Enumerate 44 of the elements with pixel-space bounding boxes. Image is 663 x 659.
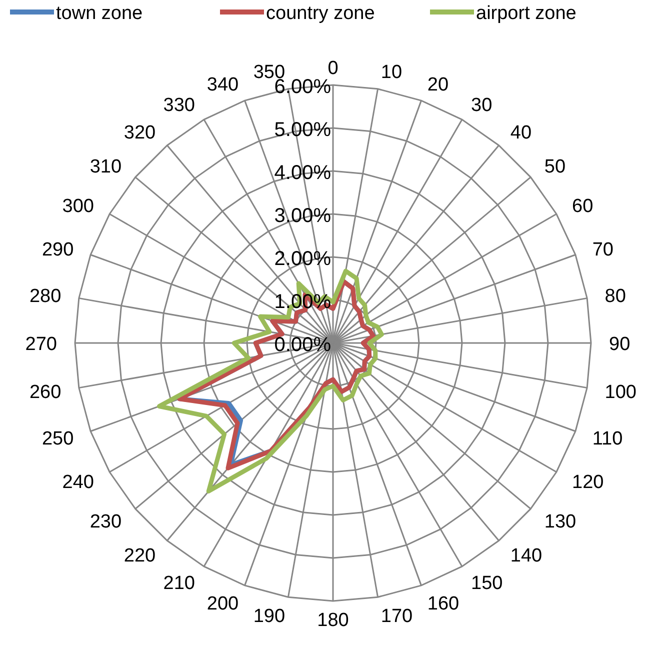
spoke-label: 320	[124, 122, 156, 144]
spoke-label: 300	[62, 196, 94, 217]
y-tick-label: 3.00%	[274, 205, 332, 227]
spoke-label: 170	[380, 606, 413, 627]
spoke-label: 250	[42, 428, 74, 450]
spoke-label: 50	[544, 156, 566, 178]
y-tick-label: 4.00%	[274, 162, 332, 184]
spoke-label: 340	[206, 74, 239, 96]
spoke-label: 150	[471, 573, 503, 594]
spoke-label: 180	[317, 610, 349, 631]
spoke-label: 60	[572, 196, 594, 217]
spoke-label: 70	[592, 240, 614, 261]
spoke-label: 260	[29, 382, 62, 403]
spoke-label: 310	[90, 156, 122, 178]
spoke-label: 90	[609, 334, 630, 355]
spoke-label: 230	[90, 511, 122, 532]
legend-label: airport zone	[476, 3, 576, 24]
spoke-label: 220	[124, 545, 156, 566]
spoke-label: 40	[510, 122, 532, 144]
spoke-label: 290	[42, 240, 74, 261]
spoke-label: 160	[427, 593, 460, 614]
spoke-label: 20	[427, 74, 449, 96]
y-tick-label: 0.00%	[274, 334, 332, 356]
spoke-label: 120	[572, 472, 604, 493]
spoke-label: 270	[25, 334, 57, 355]
spoke-label: 190	[253, 606, 286, 627]
spoke-label: 130	[544, 511, 576, 532]
y-tick-label: 1.00%	[274, 291, 332, 313]
y-tick-label: 5.00%	[274, 119, 332, 141]
y-tick-label: 2.00%	[274, 248, 332, 270]
spoke-label: 110	[592, 428, 623, 450]
spoke-label: 140	[510, 545, 542, 566]
spoke-label: 80	[604, 286, 626, 308]
legend-label: town zone	[56, 3, 143, 24]
spoke-label: 0	[328, 58, 338, 79]
spoke-label: 10	[380, 62, 402, 84]
spoke-label: 330	[163, 94, 195, 116]
spoke-label: 30	[471, 94, 492, 116]
spoke-label: 280	[29, 286, 62, 308]
spoke-label: 100	[604, 382, 637, 403]
spoke-label: 210	[163, 573, 195, 594]
spoke-label: 240	[62, 472, 94, 493]
spoke-label: 200	[206, 593, 239, 614]
legend-label: country zone	[266, 3, 375, 24]
